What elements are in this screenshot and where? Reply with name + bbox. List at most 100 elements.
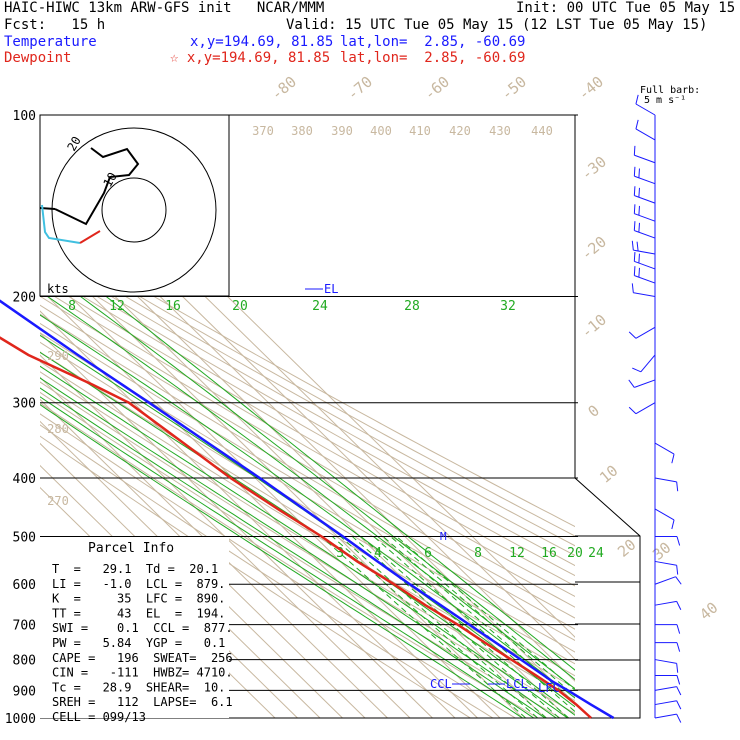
isotherm-label: -20 xyxy=(578,233,610,264)
dry-adiabat xyxy=(40,332,575,653)
parcel-row: Tc = 28.9 SHEAR= 10. xyxy=(52,680,225,694)
isotherm-line xyxy=(40,420,343,719)
theta-label: 430 xyxy=(489,124,511,138)
wind-barb xyxy=(655,642,681,652)
isotherm-label: 30 xyxy=(649,538,674,563)
wind-barb xyxy=(635,94,656,116)
pressure-tick-label: 100 xyxy=(13,109,36,124)
theta-label: 440 xyxy=(531,124,553,138)
wind-barb-flag xyxy=(676,481,679,492)
wind-barb xyxy=(654,442,675,464)
wind-barb-staff xyxy=(634,213,656,222)
wind-barb-staff xyxy=(654,508,675,521)
chart-header: HAIC-HIWC 13km ARW-GFS init NCAR/MMM Ini… xyxy=(0,0,740,70)
wind-barb xyxy=(628,326,656,339)
wind-barb-staff xyxy=(634,195,656,204)
mixing-ratio-label: 20 xyxy=(567,546,583,561)
dry-adiabat xyxy=(40,391,561,719)
wind-barb-staff xyxy=(654,700,677,706)
wind-barb-flag xyxy=(631,240,634,251)
dry-adiabat xyxy=(40,245,575,547)
wind-barb-flag xyxy=(676,663,679,673)
el-label: EL xyxy=(324,282,338,296)
wind-barb-flag xyxy=(676,536,681,546)
wind-barb-staff xyxy=(640,354,656,373)
pressure-tick-label: 800 xyxy=(13,654,36,669)
wind-barb-flag xyxy=(633,221,636,231)
wind-barb xyxy=(655,535,681,546)
isotherm-label: -10 xyxy=(578,311,610,342)
wind-barb-staff xyxy=(654,560,677,566)
theta-label: 410 xyxy=(409,124,431,138)
mixing-ratio-label: 4 xyxy=(374,546,382,561)
dry-adiabat xyxy=(40,237,575,537)
dry-adiabat xyxy=(40,402,539,719)
parcel-row: LI = -1.0 LCL = 879. xyxy=(52,577,225,591)
hodograph-ring-inner xyxy=(101,177,167,243)
parcel-row: CELL = 099/13 xyxy=(52,710,146,724)
mixing-ratio-label: 12 xyxy=(509,546,525,561)
wind-barb-flag xyxy=(633,204,636,214)
parcel-info-box: Parcel Info T = 29.1 Td = 20.1LI = -1.0 L… xyxy=(40,537,233,724)
dewpoint-profile xyxy=(0,336,592,719)
theta-label: 400 xyxy=(370,124,392,138)
temperature-latlon: lat,lon= 2.85, -60.69 xyxy=(340,34,526,50)
wind-barb xyxy=(654,713,682,723)
wind-barb-flag xyxy=(638,168,640,178)
parcel-row: SREH = 112 LAPSE= 6.1 xyxy=(52,695,233,709)
mixing-ratio-label: 16 xyxy=(541,546,557,561)
wind-barb xyxy=(628,379,656,388)
init-time: Init: 00 UTC Tue 05 May 15 xyxy=(516,0,736,16)
mixing-ratio-line xyxy=(396,536,575,691)
pressure-tick-label: 200 xyxy=(13,291,36,306)
mixing-ratio-label: 12 xyxy=(109,299,125,314)
parcel-row: K = 35 LFC = 890. xyxy=(52,592,225,606)
wind-barb xyxy=(654,659,679,673)
wind-barb-flag xyxy=(676,601,682,610)
dry-adiabat xyxy=(40,304,575,619)
dry-adiabat xyxy=(40,341,575,665)
hodograph-ring-label: 20 xyxy=(64,134,83,154)
wind-barb-flag xyxy=(631,283,634,293)
mixing-ratio-line xyxy=(360,536,570,719)
plot-frame xyxy=(40,114,641,719)
dry-adiabat xyxy=(40,413,516,719)
wind-barb xyxy=(633,266,656,284)
pressure-tick-label: 300 xyxy=(13,397,36,412)
hodograph-frame xyxy=(39,114,230,297)
wind-barb-staff xyxy=(635,326,656,339)
parcel-box-bg xyxy=(40,537,229,718)
isotherm-label: -30 xyxy=(578,153,610,184)
wind-barb-staff xyxy=(634,275,656,284)
wind-barbs xyxy=(628,94,682,723)
wind-barb-staff xyxy=(634,260,656,270)
pressure-tick-label: 600 xyxy=(13,578,36,593)
wind-barb xyxy=(633,204,656,222)
wind-barb-flag xyxy=(675,576,682,585)
wind-barb-flag xyxy=(676,700,682,710)
model-title: HAIC-HIWC 13km ARW-GFS init NCAR/MMM xyxy=(4,0,325,16)
parcel-row: T = 29.1 Td = 20.1 xyxy=(52,562,218,576)
wind-barb-staff xyxy=(633,292,656,298)
wind-barb-flag xyxy=(632,367,642,373)
parcel-row: TT = 43 EL = 194. xyxy=(52,606,225,620)
wind-barb-staff xyxy=(635,402,656,415)
barb-legend-line1: Full barb: xyxy=(640,85,700,96)
wind-barb-flag xyxy=(638,253,640,264)
temperature-profile xyxy=(0,299,615,720)
wind-barb-staff xyxy=(635,128,656,141)
wind-barb xyxy=(631,240,656,255)
wind-barb-staff xyxy=(654,686,677,691)
wind-barb-staff xyxy=(654,442,675,455)
mixing-ratio-label: 16 xyxy=(165,299,181,314)
wind-barb-flag xyxy=(633,166,636,177)
pressure-tick-label: 400 xyxy=(13,472,36,487)
sounding-profiles: EL CCL LCL LFC M xyxy=(0,282,615,720)
hodograph-units: kts xyxy=(47,282,69,296)
wind-barb-flag xyxy=(671,453,675,464)
hodograph-ring-outer xyxy=(51,127,217,293)
wind-barb-flag xyxy=(676,675,681,685)
wind-barb xyxy=(654,576,682,585)
pressure-tick-label: 900 xyxy=(13,684,36,699)
wind-barb-flag xyxy=(633,145,636,156)
